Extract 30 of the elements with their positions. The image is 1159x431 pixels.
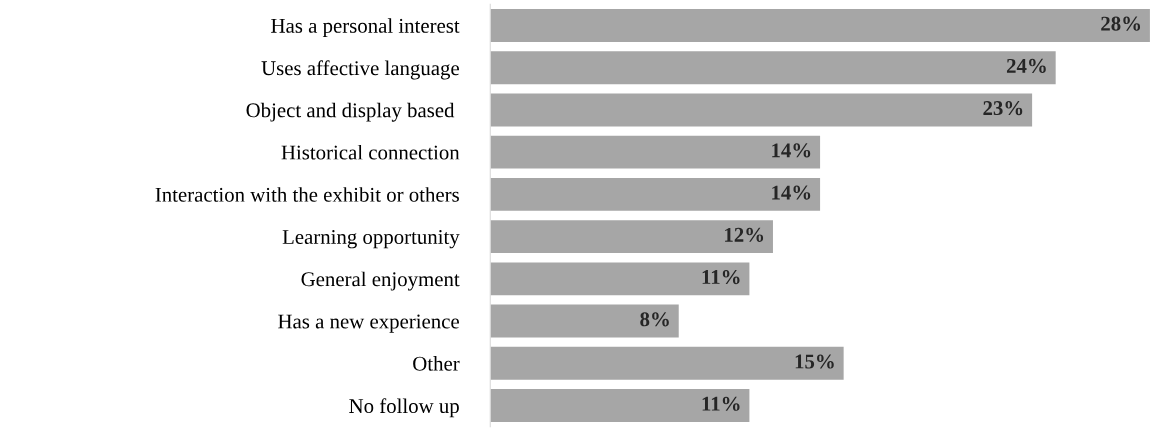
- data-label: 14%: [772, 143, 811, 158]
- bar: [490, 51, 1056, 85]
- data-label: 28%: [1101, 16, 1141, 31]
- data-label: 23%: [983, 101, 1023, 116]
- y-tick-label: Interaction with the exhibit or others: [155, 187, 459, 202]
- bar: [490, 8, 1150, 42]
- y-tick-label: Historical connection: [281, 144, 460, 160]
- data-label: 11%: [702, 270, 740, 285]
- data-label: 11%: [702, 396, 740, 411]
- data-label: 24%: [1006, 58, 1046, 73]
- bar: [490, 93, 1033, 127]
- data-label: 14%: [772, 185, 811, 200]
- data-label: 8%: [640, 312, 669, 327]
- y-tick-label: Object and display based: [246, 102, 455, 122]
- y-tick-label: Uses affective language: [261, 60, 459, 80]
- bar: [490, 220, 773, 254]
- bar: [490, 304, 679, 338]
- bar: [490, 262, 750, 296]
- y-tick-label: Other: [413, 356, 460, 371]
- y-tick-label: Learning opportunity: [282, 230, 460, 249]
- y-tick-label: No follow up: [349, 398, 459, 418]
- y-tick-label: Has a personal interest: [271, 18, 460, 38]
- bar: [490, 346, 844, 380]
- bar: [490, 177, 821, 211]
- data-label: 15%: [795, 354, 834, 369]
- bar: [490, 389, 750, 423]
- data-label: 12%: [725, 227, 764, 242]
- y-tick-label: General enjoyment: [301, 271, 460, 291]
- bar: [490, 135, 821, 169]
- y-tick-label: Has a new experience: [278, 314, 459, 333]
